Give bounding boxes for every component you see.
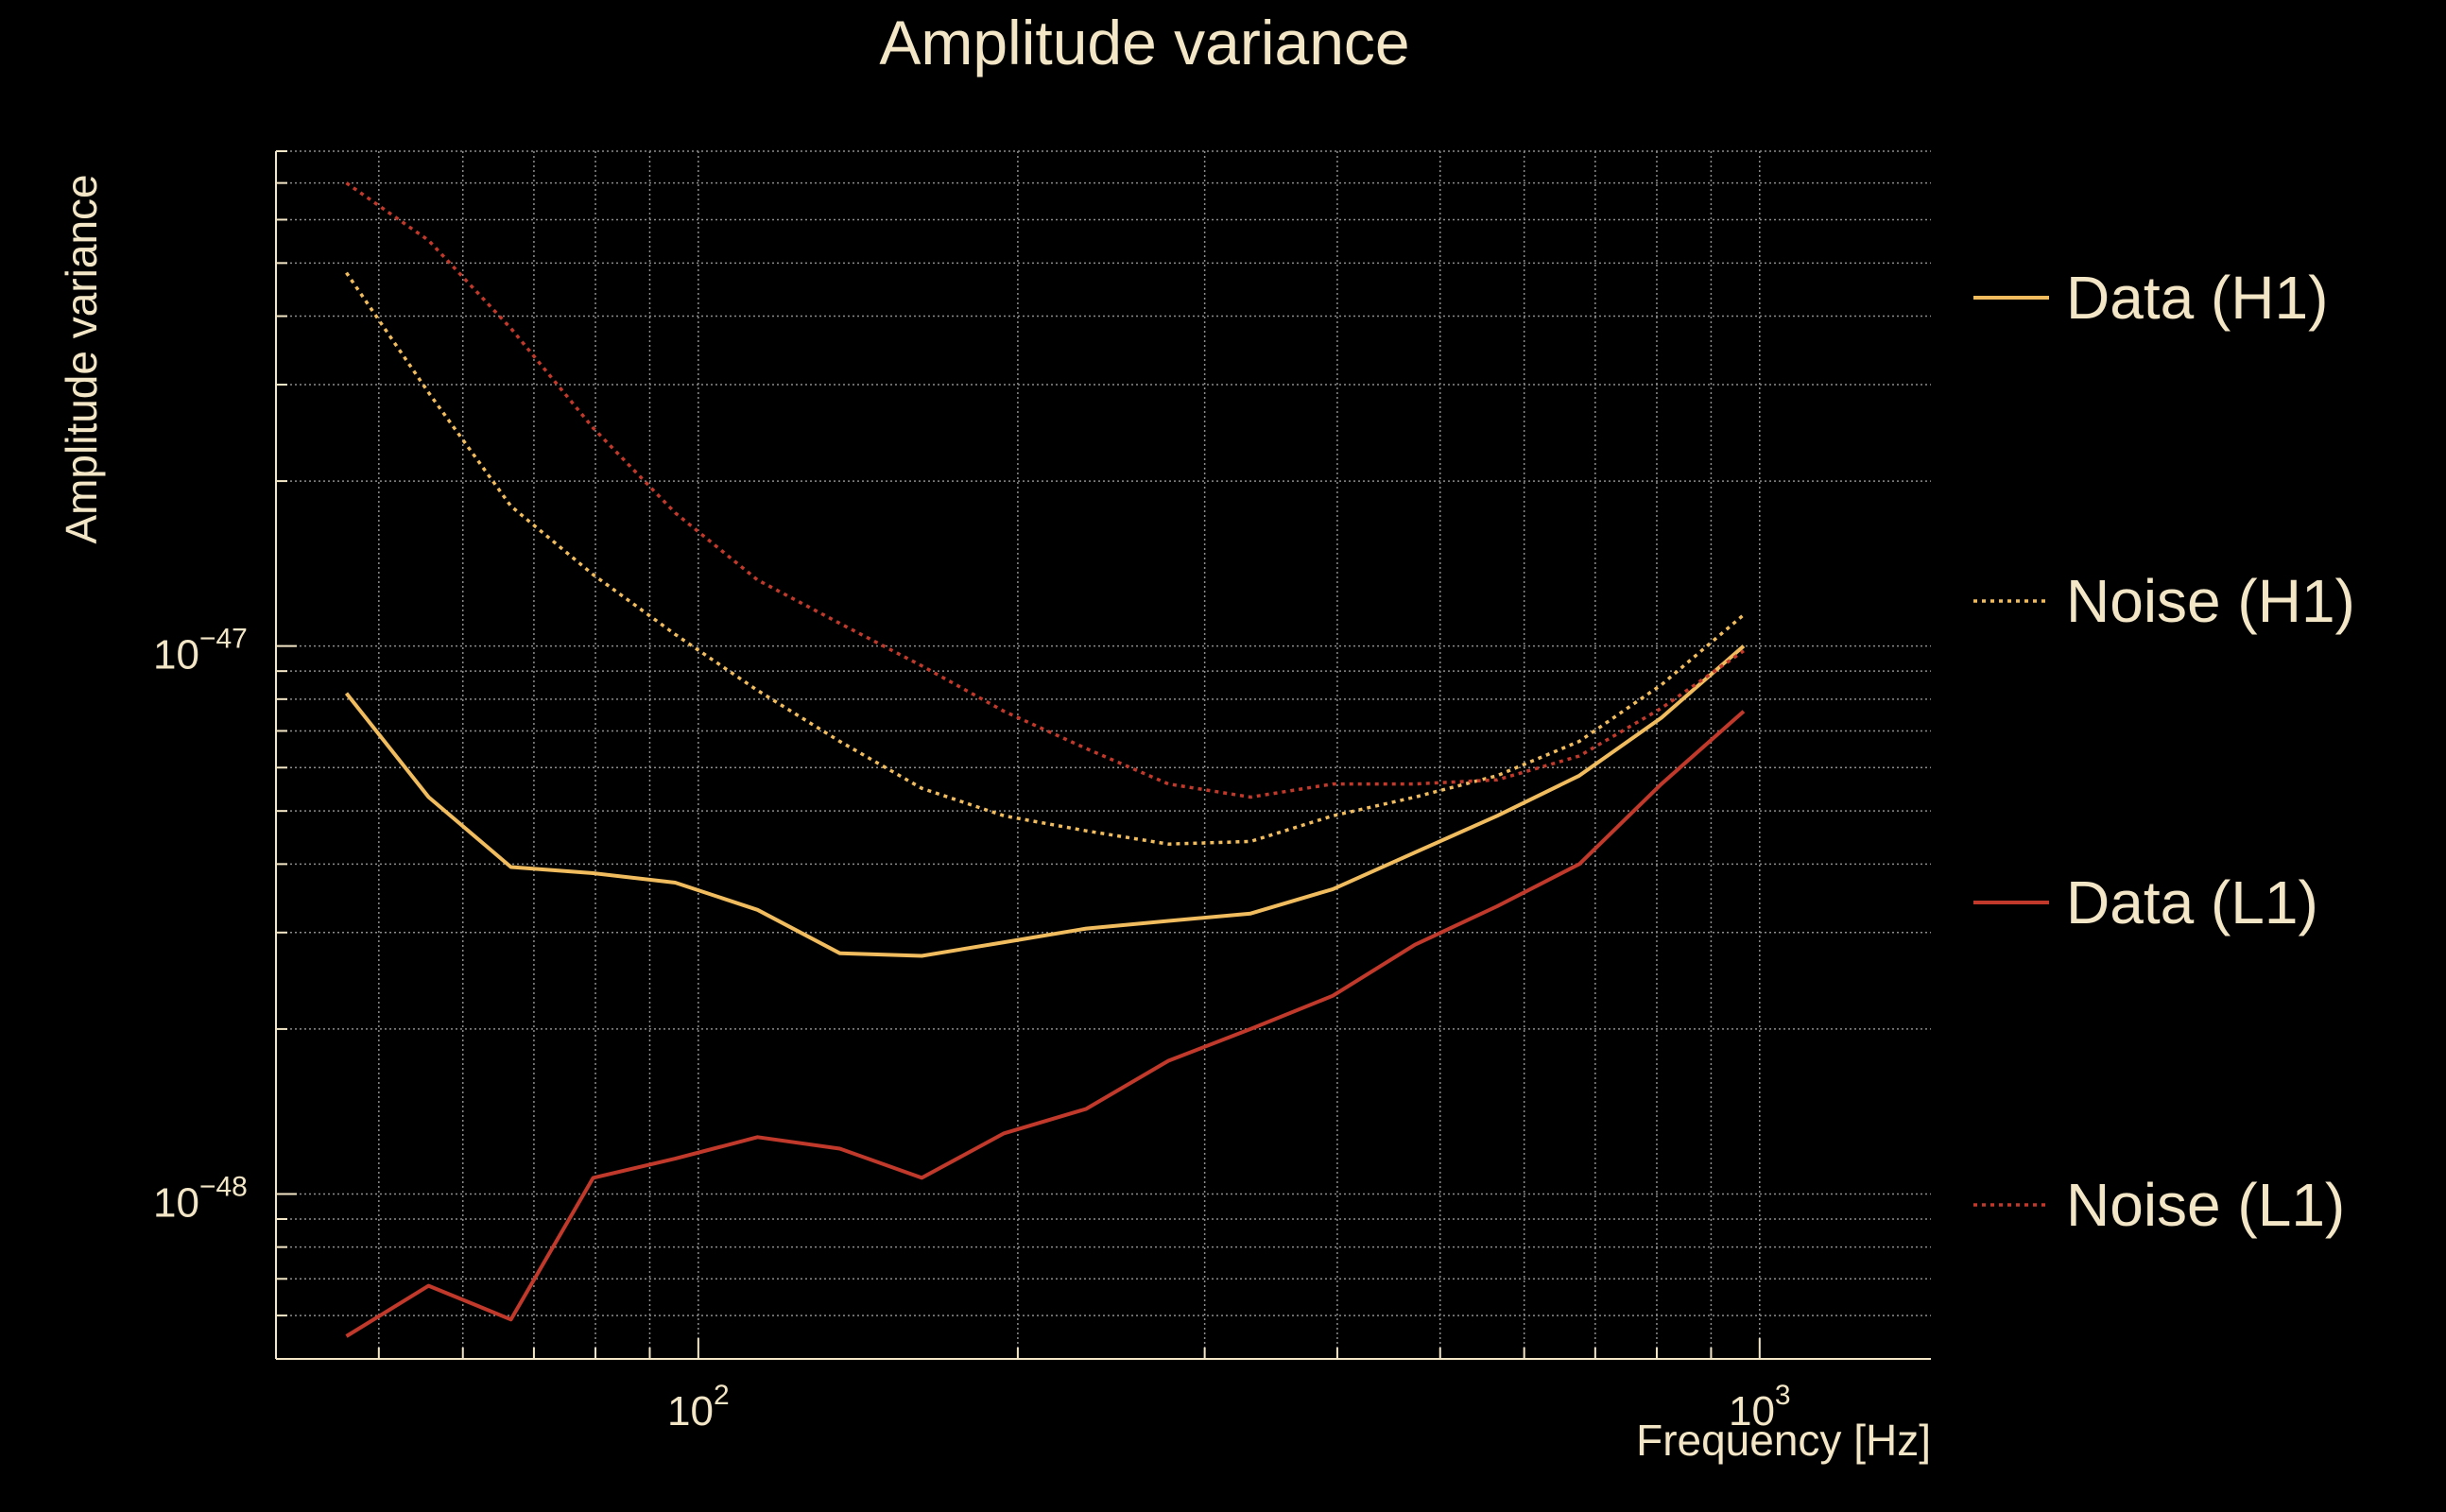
series-line-3 (345, 710, 1746, 1338)
legend-label: Data (H1) (2066, 264, 2328, 332)
legend-label: Data (L1) (2066, 868, 2318, 936)
y-tick-label: 10−48 (153, 1171, 248, 1226)
series-line-2 (345, 271, 1746, 846)
legend-label: Noise (H1) (2066, 567, 2355, 635)
legend: Data (H1) Noise (H1) Data (L1) Noise (L1) (1973, 264, 2355, 1239)
chart-title: Amplitude variance (879, 8, 1409, 77)
x-tick-label: 102 (667, 1380, 730, 1435)
y-tick-label: 10−47 (153, 624, 248, 679)
series-line-4 (345, 181, 1745, 799)
legend-label: Noise (L1) (2066, 1171, 2345, 1239)
series-line-1 (344, 644, 1746, 958)
x-tick-label: 103 (1729, 1380, 1791, 1435)
y-axis-label: Amplitude variance (57, 174, 106, 543)
x-axis-label: Frequency [Hz] (1636, 1416, 1931, 1465)
series-lines (344, 181, 1746, 1338)
axes: 102 103 10−48 10−47 (153, 150, 1931, 1435)
grid (275, 150, 1931, 1360)
